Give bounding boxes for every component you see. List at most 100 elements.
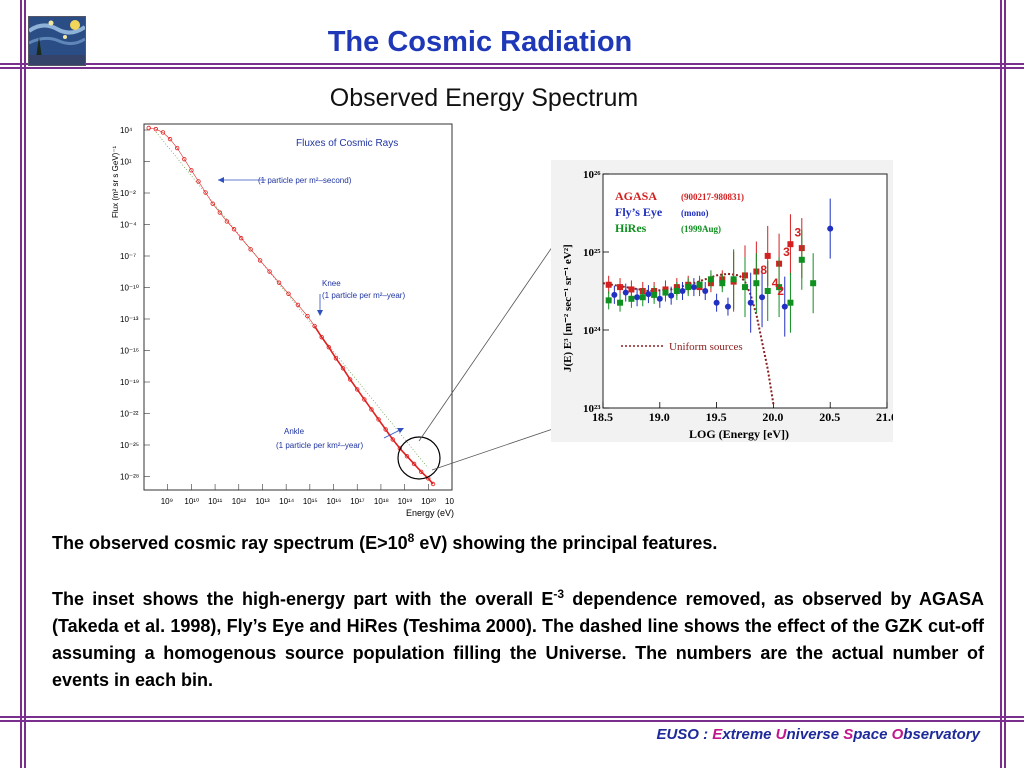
annotation-knee: Knee (1 particle per m²–year) <box>317 279 405 316</box>
agasa-data-point <box>617 284 624 291</box>
main-data-point <box>203 190 208 195</box>
body-text-part-1: The inset shows the high-energy part wit… <box>52 589 554 609</box>
main-data-segment <box>278 282 289 294</box>
caption-exponent: 8 <box>407 531 415 545</box>
agasa-data-point <box>628 286 635 293</box>
main-trend-line <box>155 131 429 469</box>
flys-eye-data-point <box>690 284 697 291</box>
hires-data-point <box>764 288 771 294</box>
inset-xlabel: LOG (Energy [eV]) <box>689 427 789 441</box>
main-data-point <box>217 210 223 215</box>
annotation-ankle-label: Ankle <box>284 427 305 436</box>
main-x-tick-label: 10¹⁸ <box>374 497 389 506</box>
main-y-tick-label: 10⁻²² <box>120 410 139 419</box>
main-y-tick-label: 10⁻¹⁰ <box>120 284 139 293</box>
flys-eye-data-point <box>747 299 754 306</box>
main-data-segment <box>155 128 164 133</box>
main-data-point <box>238 235 244 241</box>
main-data-point <box>248 247 253 252</box>
main-y-tick-label: 10¹ <box>120 158 132 167</box>
main-data-point <box>167 136 173 142</box>
uniform-sources-label: Uniform sources <box>669 341 743 353</box>
inset-ylabel: J(E) E³ [m⁻² sec⁻¹ sr⁻¹ eV²] <box>562 244 574 372</box>
inset-x-tick-label: 20.0 <box>762 410 783 424</box>
main-data-point <box>419 469 424 474</box>
main-x-tick-label: 10¹² <box>232 497 247 506</box>
legend-entry-note: (mono) <box>681 208 709 218</box>
main-data-point <box>390 437 395 442</box>
main-x-tick-label: 10¹⁵ <box>303 497 318 506</box>
main-x-tick-label: 10¹¹ <box>208 497 223 506</box>
body-text-part-2: dependence removed, as observed by AGASA… <box>52 589 985 690</box>
hires-data-point <box>673 288 680 294</box>
flys-eye-data-point <box>679 288 686 294</box>
annotation-one-per-second: (1 particle per m²–second) <box>218 176 352 185</box>
hires-data-point <box>617 299 624 306</box>
hires-data-point <box>707 276 714 283</box>
main-y-tick-label: 10⁻²⁸ <box>120 473 139 482</box>
footer-initial-s: S <box>843 726 854 743</box>
footer-initial-e: E <box>712 726 723 743</box>
frame-right-line-2 <box>1004 0 1006 768</box>
main-data-point <box>174 145 180 151</box>
high-energy-inset-chart: 18.5 19.0 19.5 20.0 20.5 21.0 10²³ 10²⁴ 10²⁵ 10²… <box>551 160 893 442</box>
main-data-segment <box>313 325 323 338</box>
inset-x-tick-label: 19.0 <box>649 410 670 424</box>
body-paragraph: The inset shows the high-energy part wit… <box>52 581 984 694</box>
frame-left-line-2 <box>24 0 26 768</box>
footer-prefix: EUSO : <box>656 726 713 743</box>
legend-entry-note: (900217-980831) <box>681 192 744 202</box>
body-exponent: -3 <box>553 587 565 601</box>
main-data-point <box>182 156 187 162</box>
main-data-point <box>267 269 272 274</box>
event-count-label: 4 <box>772 276 779 290</box>
footer-word-e: xtreme <box>722 726 776 743</box>
frame-bottom-line <box>0 716 1024 718</box>
main-data-point <box>276 280 282 285</box>
hires-data-point <box>810 280 817 287</box>
main-data-segment <box>342 367 351 380</box>
main-data-point <box>347 377 353 382</box>
main-x-tick-label: 10¹⁰ <box>184 497 199 506</box>
main-data-segment <box>240 237 251 250</box>
main-data-point <box>333 356 339 361</box>
event-count-label: 2 <box>777 284 784 298</box>
main-y-tick-label: 10⁴ <box>120 126 133 135</box>
main-x-tick-label: 10¹³ <box>255 497 270 506</box>
main-data-point <box>153 126 159 132</box>
flys-eye-data-point <box>781 303 788 310</box>
main-data-point <box>312 323 317 329</box>
main-y-tick-label: 10⁻⁷ <box>120 252 136 261</box>
main-data-point <box>369 407 374 412</box>
hires-data-point <box>662 289 669 296</box>
annotation-ankle: Ankle (1 particle per km²–year) <box>276 427 404 450</box>
main-x-tick-label: 10¹⁹ <box>398 497 413 506</box>
main-data-point <box>376 417 381 422</box>
main-y-tick-label: 10⁻¹⁹ <box>120 378 139 387</box>
hires-data-point <box>651 291 658 298</box>
main-data-point <box>160 130 166 135</box>
caption-text-after: eV) showing the principal features. <box>414 533 718 553</box>
main-chart-ylabel: Flux (m² sr s GeV)⁻¹ <box>111 145 120 218</box>
flys-eye-data-point <box>724 303 731 310</box>
frame-left-line <box>20 0 22 768</box>
flys-eye-data-point <box>702 288 709 294</box>
legend-entry-name: AGASA <box>615 189 657 203</box>
main-data-point <box>383 427 388 432</box>
slide-subtitle: Observed Energy Spectrum <box>329 84 639 112</box>
flys-eye-data-point <box>759 294 766 301</box>
main-data-segment <box>148 127 156 130</box>
footer-initial-o: O <box>891 726 904 743</box>
main-data-point <box>146 125 151 131</box>
hires-data-point <box>776 284 783 291</box>
hires-data-point <box>628 295 635 302</box>
agasa-data-point <box>764 252 771 259</box>
event-count-label: 8 <box>760 263 767 277</box>
main-data-segment <box>269 271 280 283</box>
main-x-tick-label: 10¹⁴ <box>279 497 295 506</box>
frame-bottom-line-2 <box>0 720 1024 722</box>
inset-x-tick-label: 19.5 <box>706 410 727 424</box>
inset-y-tick-label: 10²⁶ <box>583 169 601 181</box>
hires-data-point <box>742 284 748 291</box>
frame-top-line <box>0 63 1024 65</box>
